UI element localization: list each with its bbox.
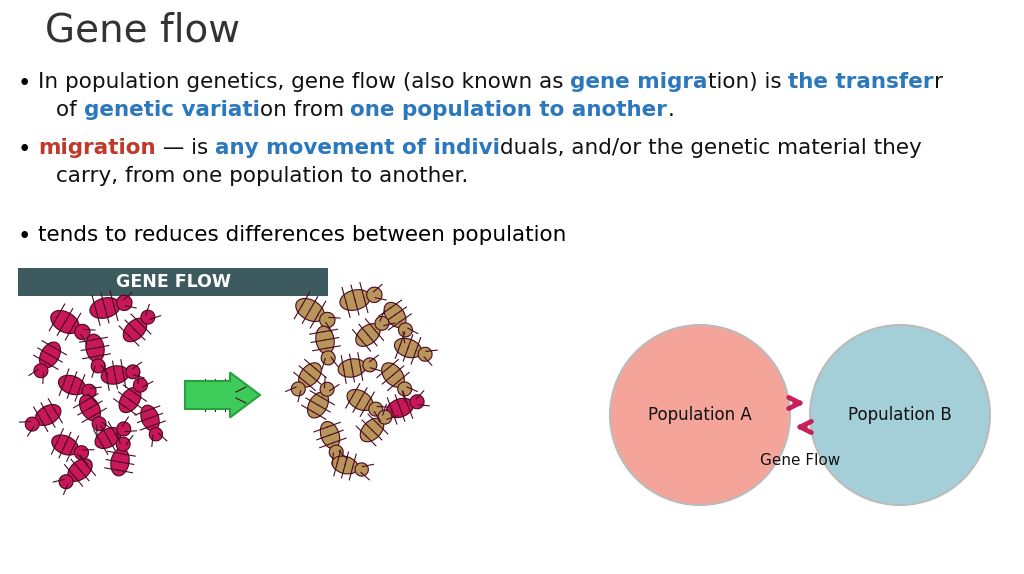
Ellipse shape <box>347 390 373 410</box>
Ellipse shape <box>367 287 382 302</box>
Text: .: . <box>668 100 674 120</box>
Ellipse shape <box>123 318 146 342</box>
Ellipse shape <box>307 392 329 418</box>
Text: any movement of indivi: any movement of indivi <box>215 138 500 158</box>
Text: one population to another: one population to another <box>350 100 668 120</box>
Ellipse shape <box>140 405 160 431</box>
Ellipse shape <box>92 417 106 430</box>
Text: •: • <box>18 225 32 248</box>
Ellipse shape <box>95 428 121 448</box>
Ellipse shape <box>199 385 231 405</box>
Text: of: of <box>56 100 84 120</box>
Ellipse shape <box>355 463 369 476</box>
Ellipse shape <box>75 445 88 460</box>
FancyBboxPatch shape <box>18 268 328 296</box>
Ellipse shape <box>119 387 141 413</box>
Ellipse shape <box>378 410 392 424</box>
Ellipse shape <box>322 351 335 365</box>
Ellipse shape <box>52 435 78 455</box>
Text: genetic variati: genetic variati <box>84 100 259 120</box>
Ellipse shape <box>315 326 334 354</box>
Text: on from: on from <box>259 100 350 120</box>
Ellipse shape <box>86 334 104 362</box>
Ellipse shape <box>360 418 384 442</box>
Ellipse shape <box>291 382 305 396</box>
Ellipse shape <box>340 290 370 311</box>
Text: carry, from one population to another.: carry, from one population to another. <box>56 166 468 186</box>
Ellipse shape <box>58 375 86 395</box>
Ellipse shape <box>330 445 343 459</box>
Ellipse shape <box>296 298 325 321</box>
Text: Gene flow: Gene flow <box>45 12 240 50</box>
Ellipse shape <box>362 358 377 372</box>
Ellipse shape <box>91 359 105 373</box>
Text: r: r <box>934 72 943 92</box>
Ellipse shape <box>321 382 334 396</box>
Ellipse shape <box>332 456 358 474</box>
Text: migration: migration <box>38 138 156 158</box>
Text: gene migra: gene migra <box>570 72 708 92</box>
Ellipse shape <box>111 448 129 476</box>
Ellipse shape <box>375 316 389 330</box>
Ellipse shape <box>321 421 340 448</box>
Ellipse shape <box>141 310 155 324</box>
Text: tends to reduces differences between population: tends to reduces differences between pop… <box>38 225 566 245</box>
Ellipse shape <box>810 325 990 505</box>
Text: In population genetics, gene flow (also known as: In population genetics, gene flow (also … <box>38 72 570 92</box>
Ellipse shape <box>418 347 432 361</box>
Ellipse shape <box>117 422 131 436</box>
Text: the transfer: the transfer <box>788 72 934 92</box>
Ellipse shape <box>116 437 130 451</box>
Ellipse shape <box>397 382 412 396</box>
Ellipse shape <box>126 365 140 379</box>
Ellipse shape <box>68 459 92 482</box>
Ellipse shape <box>101 366 129 384</box>
Text: tion) is: tion) is <box>708 72 788 92</box>
Ellipse shape <box>117 295 132 311</box>
Ellipse shape <box>398 323 413 337</box>
FancyArrow shape <box>185 373 260 417</box>
Ellipse shape <box>299 363 322 387</box>
Ellipse shape <box>610 325 790 505</box>
Ellipse shape <box>35 405 61 425</box>
Ellipse shape <box>90 298 120 319</box>
Text: Population A: Population A <box>648 406 752 424</box>
Text: Gene Flow: Gene Flow <box>760 453 840 468</box>
Ellipse shape <box>384 302 406 328</box>
Ellipse shape <box>228 387 244 403</box>
Text: duals, and/or the genetic material they: duals, and/or the genetic material they <box>500 138 922 158</box>
Ellipse shape <box>355 324 380 346</box>
Ellipse shape <box>394 338 422 358</box>
Text: •: • <box>18 138 32 161</box>
Ellipse shape <box>382 363 404 387</box>
Text: Population B: Population B <box>848 406 952 424</box>
Ellipse shape <box>319 312 335 328</box>
Ellipse shape <box>40 342 60 368</box>
Ellipse shape <box>338 359 366 377</box>
Ellipse shape <box>51 311 79 333</box>
Ellipse shape <box>59 475 73 488</box>
Text: •: • <box>18 72 32 95</box>
Ellipse shape <box>75 324 90 340</box>
Ellipse shape <box>26 417 39 431</box>
Ellipse shape <box>150 428 163 441</box>
Text: GENE FLOW: GENE FLOW <box>116 273 230 291</box>
Ellipse shape <box>410 395 424 409</box>
Ellipse shape <box>133 378 147 392</box>
Ellipse shape <box>82 384 96 398</box>
Ellipse shape <box>386 398 414 418</box>
Ellipse shape <box>369 402 383 416</box>
Ellipse shape <box>80 395 100 421</box>
Ellipse shape <box>34 364 48 378</box>
Text: — is: — is <box>156 138 215 158</box>
